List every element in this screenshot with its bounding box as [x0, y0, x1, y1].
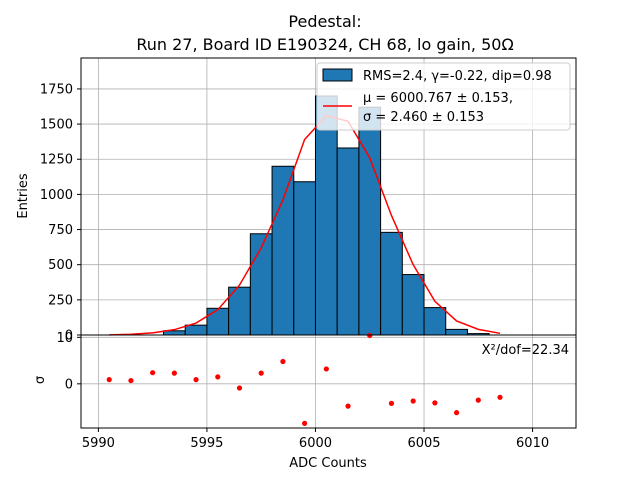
x-tick-label: 6005	[407, 436, 440, 451]
residual-point	[475, 397, 481, 403]
gaussian-fit-line	[109, 114, 501, 336]
residual-point	[258, 370, 264, 376]
x-tick-label: 6000	[299, 436, 332, 451]
legend-label-fit-mu: μ = 6000.767 ± 0.153,	[363, 91, 513, 106]
chart-title-line2: Run 27, Board ID E190324, CH 68, lo gain…	[136, 35, 513, 54]
residual-point	[497, 394, 503, 400]
residual-point	[236, 385, 243, 391]
histogram-bar	[401, 274, 425, 336]
residual-point	[410, 398, 416, 404]
histogram-bar	[358, 106, 382, 336]
x-tick-label: 5995	[190, 436, 223, 451]
residual-point	[302, 420, 308, 426]
x-tick-label: 6010	[516, 436, 549, 451]
legend-label-fit-sigma: σ = 2.460 ± 0.153	[363, 110, 484, 125]
residual-y-ticks: 010	[56, 331, 81, 392]
residual-point	[150, 370, 156, 376]
y-tick-label: 1000	[40, 188, 73, 203]
y-tick-label: 500	[48, 258, 73, 273]
y-tick-label: 0	[65, 329, 73, 344]
x-tick-label: 5990	[82, 436, 115, 451]
legend-swatch-histogram	[322, 68, 353, 82]
histogram-bar	[336, 147, 360, 336]
residual-point	[193, 377, 199, 383]
residual-point	[106, 377, 112, 383]
residual-point	[215, 374, 221, 380]
residual-y-axis-label: σ	[33, 376, 48, 384]
histogram-bars	[163, 95, 490, 336]
residual-point	[388, 400, 395, 406]
histogram-bar	[380, 231, 403, 336]
chart-title-line1: Pedestal:	[288, 12, 361, 31]
chi2-annotation: X²/dof=22.34	[482, 343, 569, 358]
legend-box	[316, 62, 571, 131]
residual-axes-frame	[80, 334, 577, 429]
histogram-bar	[314, 95, 338, 336]
histogram-y-ticks: 0 250 500 750 1000 1250 1500 1750	[40, 82, 81, 344]
y-tick-label: 750	[48, 223, 73, 238]
histogram-bar	[206, 307, 230, 336]
residual-y-tick-label: 10	[56, 331, 73, 346]
histogram-bar	[271, 165, 295, 336]
residual-point	[453, 410, 460, 416]
residual-point	[171, 370, 177, 376]
y-tick-label: 1750	[40, 82, 73, 97]
residual-y-tick-label: 0	[65, 377, 73, 392]
histogram-bar	[423, 307, 447, 336]
y-tick-label: 250	[48, 293, 73, 308]
residual-points	[106, 332, 503, 426]
residual-point	[280, 358, 286, 365]
residual-grid	[81, 335, 576, 428]
x-axis-label: ADC Counts	[289, 456, 367, 471]
y-tick-label: 1250	[40, 153, 73, 168]
histogram-bar	[184, 324, 208, 336]
residual-point	[323, 366, 329, 372]
residual-point	[128, 377, 134, 384]
residual-point	[432, 400, 438, 406]
y-tick-label: 1500	[40, 118, 73, 133]
legend-label-histogram: RMS=2.4, γ=-0.22, dip=0.98	[363, 69, 552, 84]
histogram-bar	[445, 328, 468, 336]
legend: RMS=2.4, γ=-0.22, dip=0.98 μ = 6000.767 …	[316, 62, 571, 131]
x-ticks: 5990 5995 6000 6005 6010	[82, 428, 549, 451]
histogram-bar	[293, 181, 316, 336]
y-axis-label: Entries	[16, 173, 31, 219]
residual-point	[345, 403, 351, 409]
